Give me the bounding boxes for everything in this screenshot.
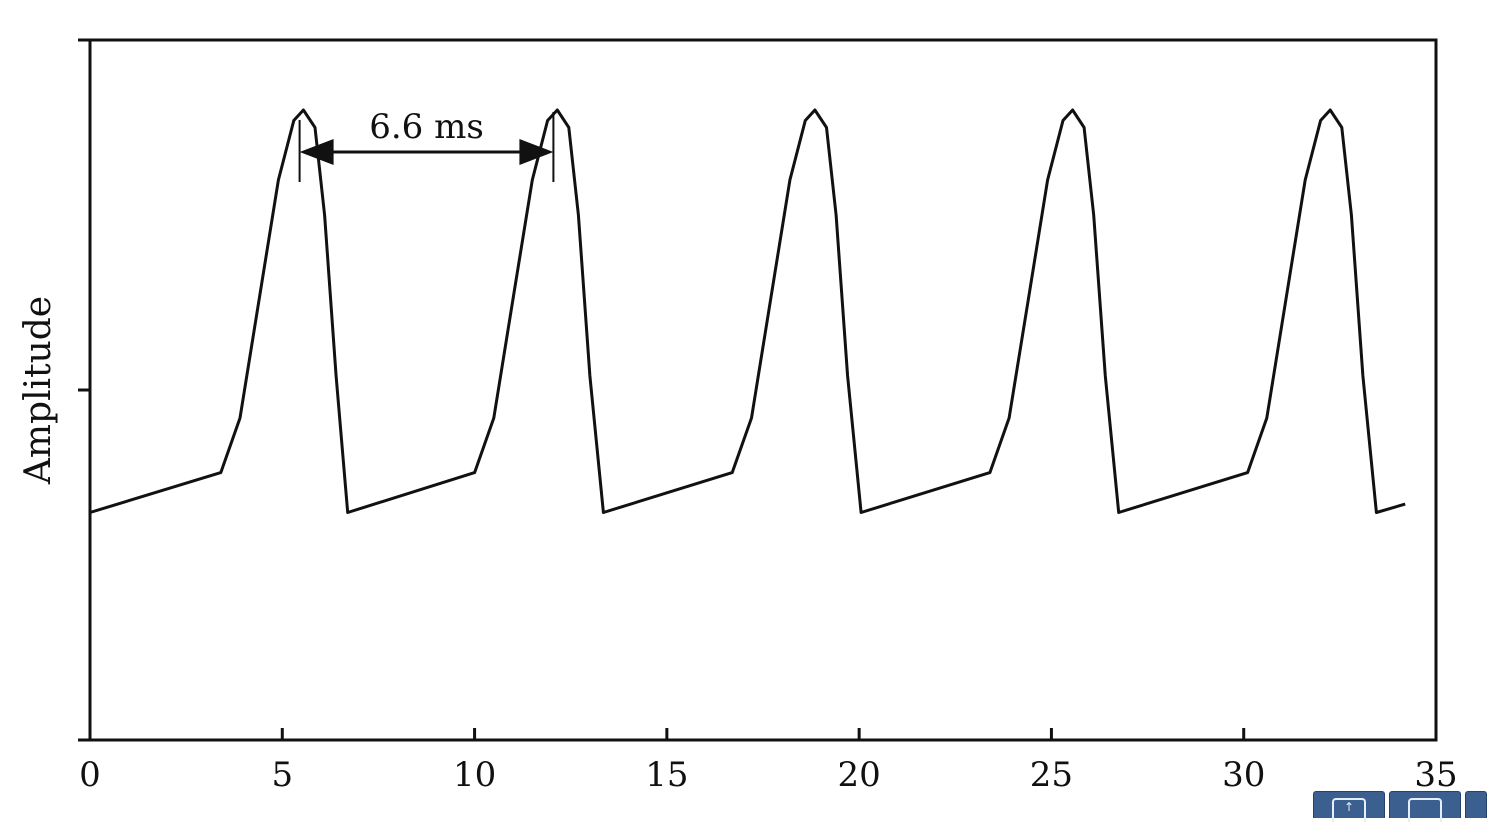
x-tick-label: 10: [453, 755, 496, 795]
annotation-arrowhead-left: [299, 139, 334, 165]
x-tick-label: 15: [645, 755, 688, 795]
x-tick-label: 0: [79, 755, 101, 795]
viewer-toolbar: ↑: [1313, 791, 1487, 822]
annotation-label: 6.6 ms: [369, 107, 484, 147]
window-button[interactable]: [1389, 791, 1461, 822]
export-icon: ↑: [1332, 798, 1366, 822]
x-tick-label: 20: [838, 755, 881, 795]
y-axis-label: Amplitude: [18, 296, 59, 485]
export-button[interactable]: ↑: [1313, 791, 1385, 822]
x-tick-label: 5: [271, 755, 293, 795]
x-tick-label: 30: [1222, 755, 1265, 795]
x-tick-label: 35: [1414, 755, 1457, 795]
plot-frame: [88, 38, 1438, 742]
annotation-arrowhead-right: [519, 139, 554, 165]
period-annotation: 6.6 ms: [298, 107, 555, 182]
x-axis: 0 5 10 15 20 25 30 35: [79, 728, 1458, 795]
window-icon: [1408, 798, 1442, 822]
x-tick-label: 25: [1030, 755, 1073, 795]
more-button[interactable]: [1465, 791, 1487, 818]
waveform-line: [89, 108, 1406, 514]
y-axis: [78, 38, 90, 742]
